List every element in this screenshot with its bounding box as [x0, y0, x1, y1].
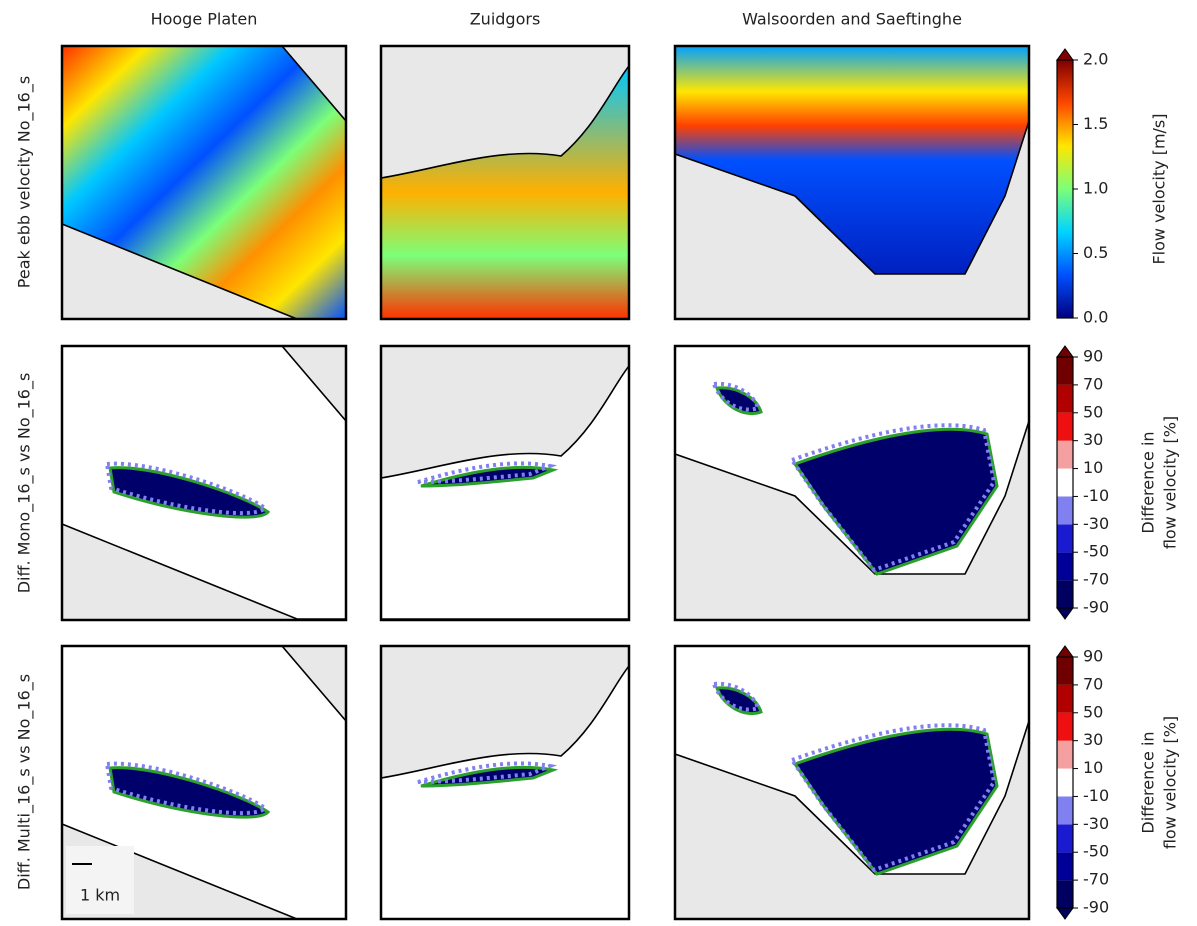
- column-title: Hooge Platen: [151, 10, 258, 29]
- colorbar-tick-label: -30: [1083, 814, 1109, 833]
- colorbar-label: flow velocity [%]: [1161, 416, 1180, 549]
- map: [62, 46, 346, 319]
- row-label: Diff. Mono_16_s vs No_16_s: [15, 373, 35, 594]
- colorbar-extend: [1057, 646, 1073, 657]
- colorbar-tick-label: -10: [1083, 786, 1109, 805]
- colorbar-tick-label: 50: [1083, 702, 1103, 721]
- colorbar-label: Difference in: [1139, 731, 1158, 833]
- colorbar-tick-label: 70: [1083, 674, 1103, 693]
- colorbar-bin: [1057, 852, 1073, 880]
- colorbar-bin: [1057, 469, 1073, 497]
- colorbar-tick-label: -70: [1083, 870, 1109, 889]
- colorbar-tick-label: -90: [1083, 598, 1109, 617]
- map-panel: [381, 646, 629, 919]
- row-label: Diff. Multi_16_s vs No_16_s: [15, 674, 35, 890]
- map: [675, 46, 1029, 319]
- colorbar-bin: [1057, 357, 1073, 385]
- colorbar-tick-label: -10: [1083, 486, 1109, 505]
- map-panel: [675, 646, 1029, 919]
- map-panel: [62, 46, 346, 319]
- colorbar-bin: [1057, 741, 1073, 769]
- colorbar-tick-label: -70: [1083, 570, 1109, 589]
- colorbar-tick-label: 90: [1083, 647, 1103, 666]
- colorbar-bin: [1057, 657, 1073, 685]
- scale-bar-label: 1 km: [80, 886, 120, 905]
- colorbar-tick-label: -50: [1083, 542, 1109, 561]
- colorbar-extend: [1057, 608, 1073, 619]
- column-title: Walsoorden and Saeftinghe: [742, 10, 962, 29]
- colorbar-tick-label: 90: [1083, 347, 1103, 366]
- colorbar-extend: [1057, 49, 1073, 60]
- colorbar-tick-label: 0.0: [1083, 308, 1108, 327]
- map-panel: 1 km: [62, 646, 346, 919]
- colorbar-tick-label: 1.5: [1083, 114, 1108, 133]
- colorbar-bin: [1057, 441, 1073, 469]
- colorbar-label: Flow velocity [m/s]: [1150, 113, 1169, 264]
- colorbar-bin: [1057, 580, 1073, 608]
- map: [62, 346, 346, 620]
- colorbar-label: flow velocity [%]: [1161, 716, 1180, 849]
- colorbar-bin: [1057, 552, 1073, 580]
- colorbar-bin: [1057, 685, 1073, 713]
- colorbar-extend: [1057, 908, 1073, 919]
- colorbar-extend: [1057, 346, 1073, 357]
- colorbar-tick-label: 70: [1083, 374, 1103, 393]
- colorbar-bin: [1057, 796, 1073, 824]
- colorbar-bin: [1057, 385, 1073, 413]
- colorbar-tick-label: 50: [1083, 402, 1103, 421]
- map: [381, 646, 629, 919]
- colorbar-tick-label: 0.5: [1083, 243, 1108, 262]
- map-panel: [62, 346, 346, 620]
- colorbar-bin: [1057, 496, 1073, 524]
- colorbar-label: Difference in: [1139, 431, 1158, 533]
- map-panel: [675, 46, 1029, 319]
- colorbar-tick-label: 1.0: [1083, 179, 1108, 198]
- row-label: Peak ebb velocity No_16_s: [15, 76, 35, 288]
- figure: Hooge Platen Zuidgors Walsoorden and Sae…: [0, 0, 1197, 922]
- map: [381, 346, 629, 620]
- colorbar-tick-label: 30: [1083, 430, 1103, 449]
- map: [381, 46, 629, 319]
- map-panel: [381, 46, 629, 319]
- colorbar-tick-label: -30: [1083, 514, 1109, 533]
- map: [675, 346, 1029, 620]
- column-title: Zuidgors: [470, 10, 541, 29]
- colorbar-bin: [1057, 413, 1073, 441]
- colorbar-tick-label: -50: [1083, 842, 1109, 861]
- colorbar-bin: [1057, 713, 1073, 741]
- colorbar-tick-label: -90: [1083, 898, 1109, 917]
- colorbar-bin: [1057, 769, 1073, 797]
- map: [675, 646, 1029, 919]
- map-panel: [675, 346, 1029, 620]
- colorbar: [1057, 60, 1073, 318]
- colorbar-tick-label: 10: [1083, 458, 1103, 477]
- colorbar-bin: [1057, 880, 1073, 908]
- colorbar-bin: [1057, 824, 1073, 852]
- colorbar-tick-label: 2.0: [1083, 50, 1108, 69]
- colorbar-tick-label: 30: [1083, 730, 1103, 749]
- map-panel: [381, 346, 629, 620]
- colorbar-tick-label: 10: [1083, 758, 1103, 777]
- colorbar-bin: [1057, 524, 1073, 552]
